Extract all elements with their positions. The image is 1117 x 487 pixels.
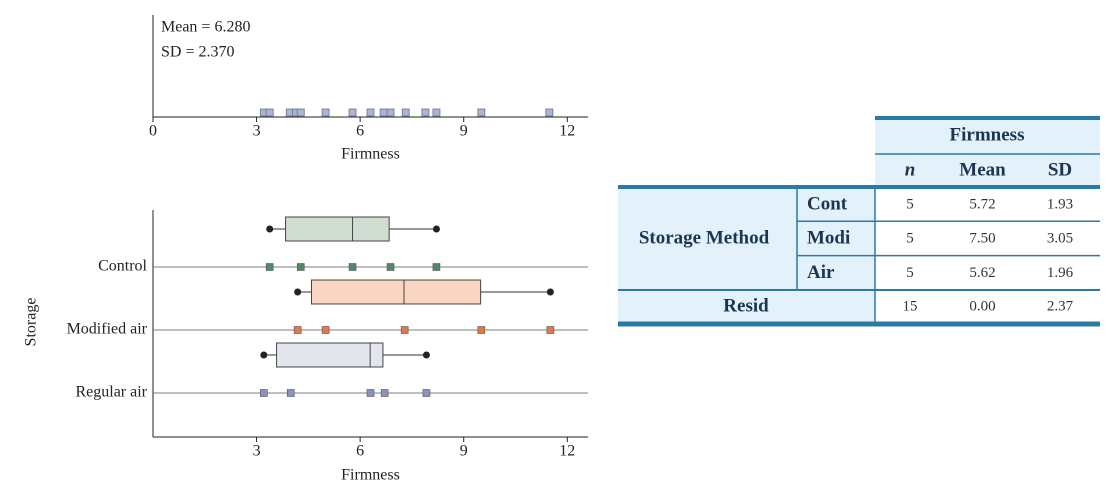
- column-header: Mean: [959, 159, 1006, 180]
- row-label: Air: [807, 262, 835, 283]
- row-group-label: Storage Method: [639, 227, 770, 248]
- point: [293, 326, 302, 334]
- x-tick-label: 0: [149, 123, 157, 140]
- annotation: SD = 2.370: [161, 44, 234, 61]
- group-bg: [618, 187, 875, 290]
- column-header: n: [905, 159, 916, 180]
- point: [296, 108, 305, 117]
- point: [321, 326, 330, 334]
- cell: 1.93: [1047, 196, 1073, 212]
- box: [310, 279, 482, 305]
- x-axis-label: Firmness: [341, 146, 400, 163]
- row-label: Resid: [723, 295, 769, 316]
- cell: 5.62: [969, 265, 995, 281]
- point: [380, 389, 389, 397]
- point: [400, 326, 409, 334]
- point: [321, 108, 330, 117]
- cell: 5.72: [969, 196, 995, 212]
- x-tick-label: 9: [460, 443, 468, 460]
- x-tick-label: 6: [356, 443, 364, 460]
- box: [276, 342, 384, 368]
- row-label: Modi: [807, 228, 850, 249]
- x-tick-label: 6: [356, 123, 364, 140]
- point: [477, 326, 486, 334]
- point: [348, 263, 357, 271]
- row-label: Cont: [807, 193, 848, 214]
- x-axis-label: Firmness: [341, 467, 400, 484]
- point: [379, 108, 388, 117]
- x-tick-label: 9: [460, 123, 468, 140]
- x-tick-label: 3: [253, 123, 261, 140]
- point: [386, 263, 395, 271]
- annotation: Mean = 6.280: [161, 19, 250, 36]
- cell: 5: [906, 265, 914, 281]
- point: [366, 108, 375, 117]
- cell: 1.96: [1047, 265, 1074, 281]
- point: [477, 108, 486, 117]
- cell: 0.00: [969, 298, 995, 314]
- point: [432, 263, 441, 271]
- cell: 2.37: [1047, 298, 1074, 314]
- cell: 5: [906, 231, 914, 247]
- x-tick-label: 12: [559, 443, 575, 460]
- point: [546, 326, 555, 334]
- x-tick-label: 12: [559, 123, 575, 140]
- whisker-end: [422, 351, 430, 359]
- whisker-end: [546, 288, 554, 296]
- cell: 3.05: [1047, 231, 1073, 247]
- point: [545, 108, 554, 117]
- point: [432, 108, 441, 117]
- cell: 7.50: [969, 231, 995, 247]
- point: [366, 389, 375, 397]
- box: [285, 216, 390, 242]
- whisker-end: [260, 351, 268, 359]
- x-tick-label: 3: [253, 443, 261, 460]
- point: [401, 108, 410, 117]
- category-label: Regular air: [75, 384, 147, 401]
- category-label: Control: [98, 258, 147, 275]
- whisker-end: [294, 288, 302, 296]
- cell: 15: [903, 298, 918, 314]
- point: [386, 108, 395, 117]
- point: [286, 389, 295, 397]
- point: [296, 263, 305, 271]
- category-label: Modified air: [67, 321, 148, 338]
- whisker-end: [266, 225, 274, 233]
- point: [422, 389, 431, 397]
- point: [421, 108, 430, 117]
- y-axis-label: Storage: [23, 298, 40, 347]
- table-header: Firmness: [950, 124, 1025, 145]
- point: [265, 108, 274, 117]
- column-header: SD: [1048, 159, 1072, 180]
- point: [265, 263, 274, 271]
- point: [348, 108, 357, 117]
- header-bg: [875, 118, 1100, 187]
- cell: 5: [906, 196, 914, 212]
- point: [260, 389, 268, 397]
- whisker-end: [432, 225, 440, 233]
- resid-bg: [618, 290, 875, 323]
